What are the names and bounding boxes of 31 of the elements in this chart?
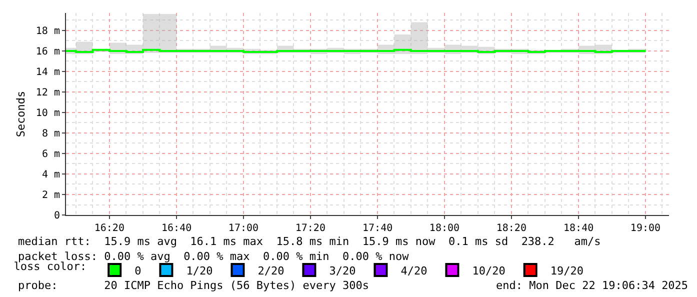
legend-label: 4/20 — [400, 264, 428, 278]
legend-label: 3/20 — [329, 264, 356, 278]
legend-label: 2/20 — [258, 264, 284, 278]
x-tick-label: 17:20 — [295, 223, 326, 234]
legend-label: 10/20 — [472, 264, 506, 278]
x-tick-label: 16:40 — [161, 223, 192, 234]
legend-label: 19/20 — [550, 264, 584, 278]
x-tick-label: 18:40 — [563, 223, 594, 234]
y-tick-label: 2 m — [42, 190, 60, 201]
text: packet loss: 0.00 % avg 0.00 % max 0.00 % min 0.00 % now — [18, 250, 410, 263]
text: median rtt: 15.9 ms avg 16.1 ms max 15.8 ms min 15.9 ms now 0.1 ms sd 238.2 am/s — [18, 235, 601, 248]
y-tick-label: 12 m — [36, 87, 60, 98]
y-tick-label: 0 — [54, 210, 60, 222]
legend-label: 1/20 — [186, 264, 213, 278]
y-axis-title: Seconds — [14, 90, 28, 138]
legend-label: 0 — [134, 264, 142, 278]
x-tick-label: 16:20 — [94, 223, 124, 234]
y-tick-label: 10 m — [36, 108, 60, 119]
text: end: Mon Dec 22 19:06:34 2025 — [496, 279, 688, 292]
y-tick-label: 4 m — [42, 169, 60, 180]
x-tick-label: 18:20 — [496, 223, 526, 234]
text: probe: 20 ICMP Echo Pings (56 Bytes) every 300s — [18, 279, 369, 292]
x-tick-label: 17:40 — [362, 223, 393, 234]
x-tick-label: 18:00 — [429, 223, 460, 234]
y-tick-label: 18 m — [36, 26, 60, 37]
y-tick-label: 8 m — [42, 128, 60, 140]
y-tick-label: 6 m — [42, 148, 60, 160]
x-tick-label: 19:00 — [630, 223, 661, 234]
x-tick-label: 17:00 — [228, 223, 259, 234]
y-tick-label: 16 m — [36, 46, 60, 58]
y-tick-label: 14 m — [36, 66, 60, 78]
